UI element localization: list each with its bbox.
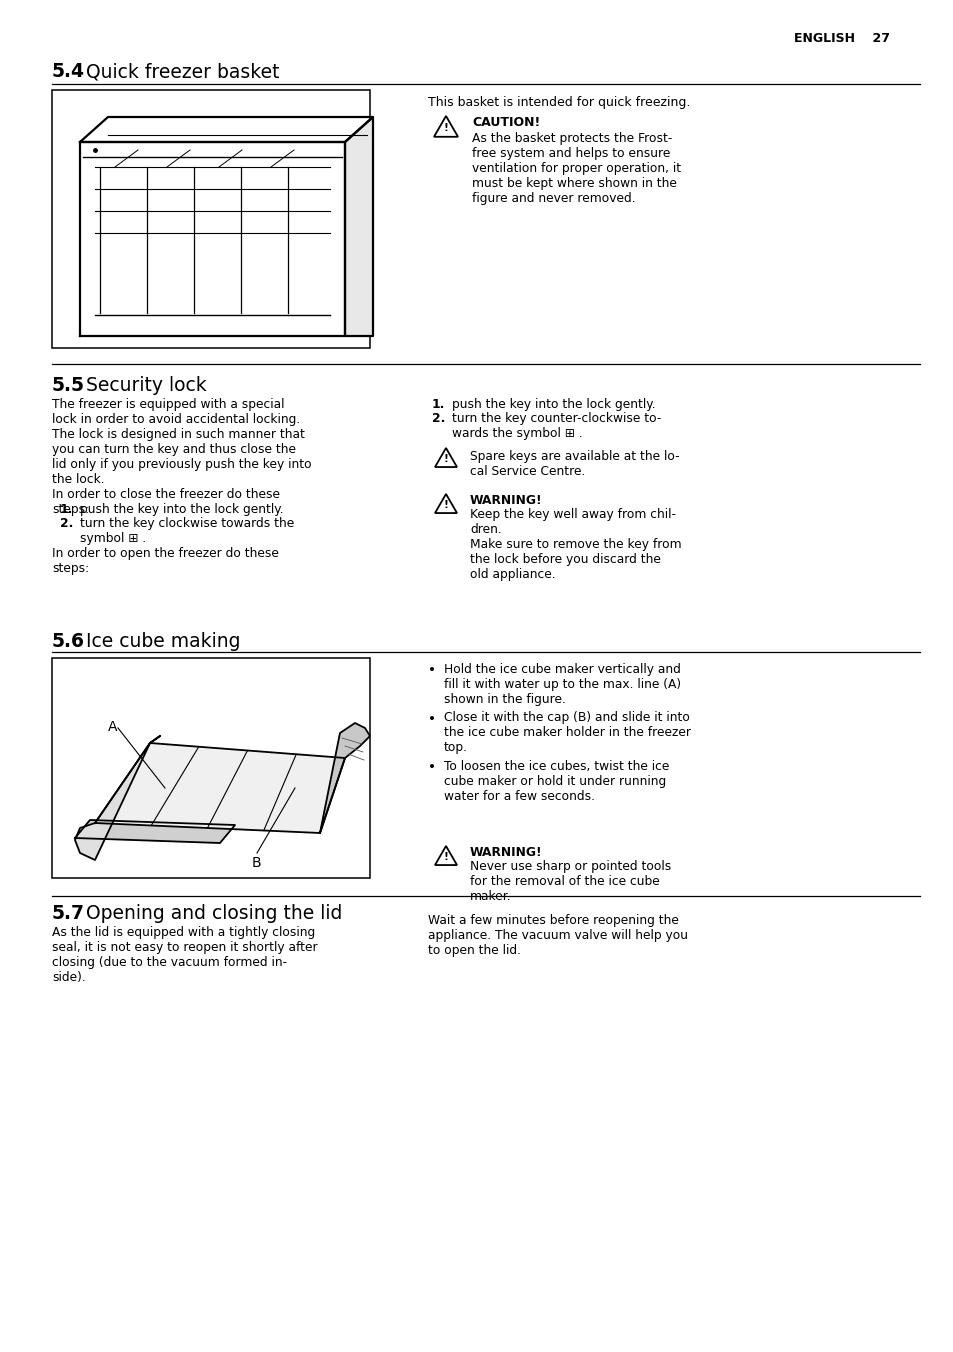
Text: 5.4: 5.4 (52, 62, 85, 81)
Text: As the lid is equipped with a tightly closing
seal, it is not easy to reopen it : As the lid is equipped with a tightly cl… (52, 926, 317, 984)
Text: Opening and closing the lid: Opening and closing the lid (80, 904, 342, 923)
Polygon shape (435, 846, 456, 865)
Bar (52, 91, 370, 347)
Text: 1.: 1. (432, 397, 445, 411)
Text: Ice cube making: Ice cube making (80, 631, 240, 652)
Text: Never use sharp or pointed tools
for the removal of the ice cube
maker.: Never use sharp or pointed tools for the… (470, 860, 671, 903)
Text: push the key into the lock gently.: push the key into the lock gently. (452, 397, 655, 411)
Text: WARNING!: WARNING! (470, 846, 542, 859)
Text: !: ! (443, 123, 448, 134)
Text: 2.: 2. (432, 412, 445, 425)
Polygon shape (435, 448, 456, 466)
Text: 5.6: 5.6 (52, 631, 85, 652)
Polygon shape (319, 723, 370, 833)
Polygon shape (434, 116, 457, 137)
Text: turn the key counter-clockwise to-
wards the symbol ⊞ .: turn the key counter-clockwise to- wards… (452, 412, 660, 439)
Text: !: ! (443, 454, 448, 465)
Text: turn the key clockwise towards the
symbol ⊞ .: turn the key clockwise towards the symbo… (80, 516, 294, 545)
Text: CAUTION!: CAUTION! (472, 116, 539, 128)
Text: •: • (428, 662, 436, 677)
Text: To loosen the ice cubes, twist the ice
cube maker or hold it under running
water: To loosen the ice cubes, twist the ice c… (443, 760, 669, 803)
Text: B: B (252, 856, 261, 869)
Bar (52, 658, 370, 877)
Text: A: A (108, 721, 117, 734)
Text: WARNING!: WARNING! (470, 493, 542, 507)
Text: Keep the key well away from chil-
dren.
Make sure to remove the key from
the loc: Keep the key well away from chil- dren. … (470, 508, 680, 581)
Text: !: ! (443, 852, 448, 863)
Text: Spare keys are available at the lo-
cal Service Centre.: Spare keys are available at the lo- cal … (470, 450, 679, 479)
Text: Close it with the cap (B) and slide it into
the ice cube maker holder in the fre: Close it with the cap (B) and slide it i… (443, 711, 690, 754)
Text: This basket is intended for quick freezing.: This basket is intended for quick freezi… (428, 96, 690, 110)
Text: !: ! (443, 500, 448, 511)
Text: 2.: 2. (60, 516, 73, 530)
Polygon shape (75, 821, 234, 844)
Text: 1.: 1. (60, 503, 73, 516)
Polygon shape (75, 735, 160, 860)
Text: ENGLISH    27: ENGLISH 27 (793, 32, 889, 45)
Polygon shape (95, 744, 345, 833)
Text: In order to open the freezer do these
steps:: In order to open the freezer do these st… (52, 548, 278, 575)
Text: 5.5: 5.5 (52, 376, 85, 395)
Text: 5.7: 5.7 (52, 904, 85, 923)
Text: Wait a few minutes before reopening the
appliance. The vacuum valve will help yo: Wait a few minutes before reopening the … (428, 914, 687, 957)
Text: •: • (428, 760, 436, 773)
Text: •: • (428, 711, 436, 726)
Text: Quick freezer basket: Quick freezer basket (80, 62, 279, 81)
Polygon shape (435, 493, 456, 512)
Text: As the basket protects the Frost-
free system and helps to ensure
ventilation fo: As the basket protects the Frost- free s… (472, 132, 680, 206)
Polygon shape (345, 118, 373, 337)
Text: push the key into the lock gently.: push the key into the lock gently. (80, 503, 283, 516)
Text: Hold the ice cube maker vertically and
fill it with water up to the max. line (A: Hold the ice cube maker vertically and f… (443, 662, 680, 706)
Text: Security lock: Security lock (80, 376, 207, 395)
Text: The freezer is equipped with a special
lock in order to avoid accidental locking: The freezer is equipped with a special l… (52, 397, 312, 516)
